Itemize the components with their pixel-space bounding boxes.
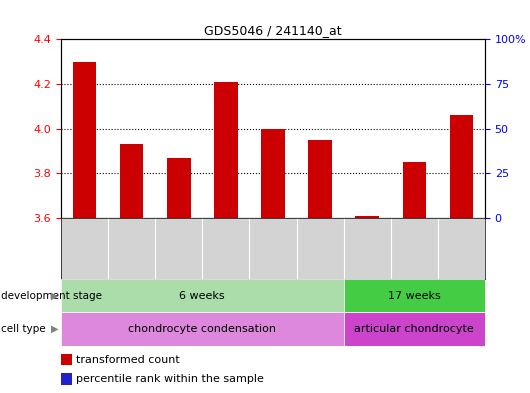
Text: transformed count: transformed count [76, 354, 180, 365]
Bar [214, 82, 237, 218]
Text: cell type: cell type [1, 324, 46, 334]
Bar [120, 144, 144, 218]
Bar [61, 312, 343, 346]
Bar [61, 354, 72, 365]
Text: 6 weeks: 6 weeks [180, 291, 225, 301]
Text: chondrocyte condensation: chondrocyte condensation [128, 324, 276, 334]
Title: GDS5046 / 241140_at: GDS5046 / 241140_at [204, 24, 342, 37]
Text: percentile rank within the sample: percentile rank within the sample [76, 374, 263, 384]
Bar [73, 62, 96, 218]
Text: articular chondrocyte: articular chondrocyte [355, 324, 474, 334]
Bar [402, 162, 426, 218]
Bar [61, 373, 72, 385]
Bar [61, 279, 343, 312]
Text: 17 weeks: 17 weeks [388, 291, 440, 301]
Bar [343, 279, 485, 312]
Bar [167, 158, 190, 218]
Bar [308, 140, 332, 218]
Text: development stage: development stage [1, 291, 102, 301]
Bar [343, 312, 485, 346]
Bar [356, 216, 379, 218]
Text: ▶: ▶ [51, 324, 58, 334]
Bar [261, 129, 285, 218]
Text: ▶: ▶ [51, 291, 58, 301]
Bar [449, 115, 473, 218]
